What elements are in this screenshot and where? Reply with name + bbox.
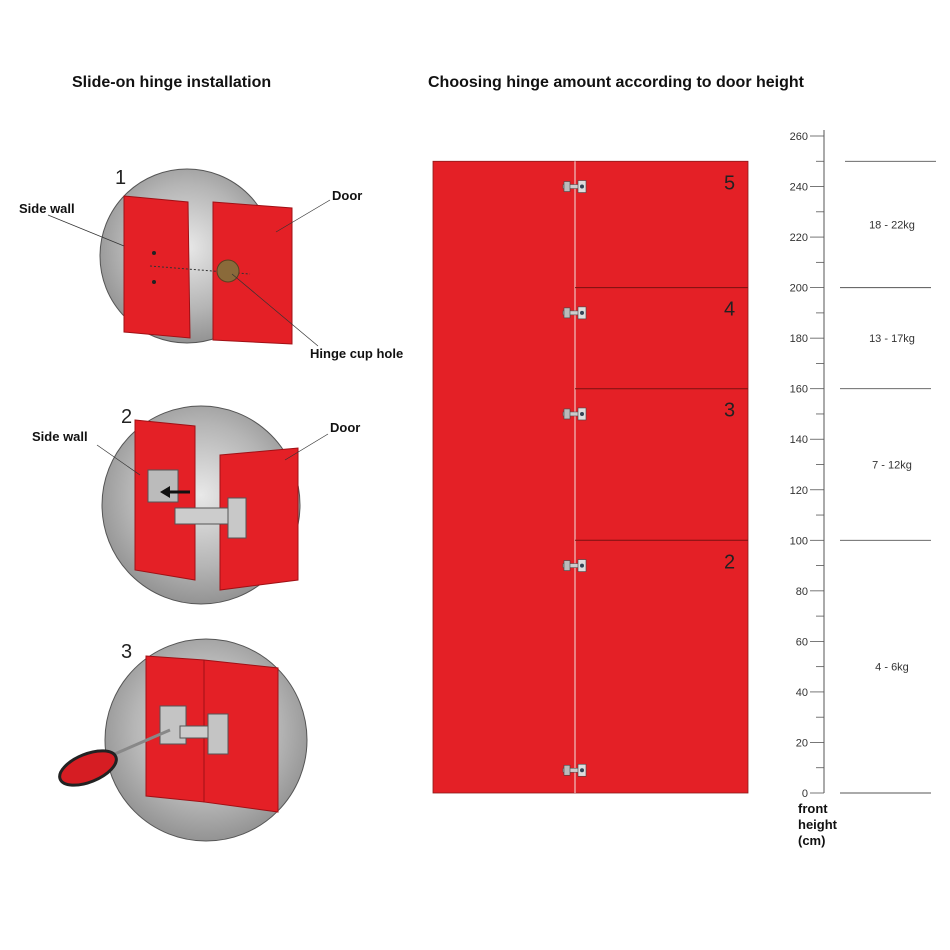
step-1-number: 1: [115, 167, 126, 189]
axis-label-line: (cm): [798, 833, 826, 848]
axis-label-line: height: [798, 817, 837, 832]
hinge-icon: [562, 407, 587, 421]
hinge-icon: [562, 763, 587, 777]
axis-label: front height (cm): [798, 801, 837, 849]
tick-label: 200: [790, 283, 808, 295]
tick-label: 40: [796, 687, 808, 699]
section-number: 5: [724, 172, 735, 194]
step-2-number: 2: [121, 406, 132, 428]
hinge-plate: [563, 560, 571, 571]
tick-label: 80: [796, 586, 808, 598]
tick-label: 60: [796, 636, 808, 648]
hinge-plate: [563, 181, 571, 192]
door-panel: [432, 160, 749, 794]
tick-label: 20: [796, 737, 808, 749]
section-number: 4: [724, 299, 735, 321]
step-1-illustration: 1 Side wall Door Hinge cup hole: [19, 167, 403, 361]
height-axis: 0 20 40 60 80 100 120 140 160 180 200 220 240 260 18 -…: [790, 130, 936, 800]
section-number: 2: [724, 551, 735, 573]
step-3-illustration: 3: [58, 638, 308, 842]
section-number: 3: [724, 400, 735, 422]
screwdriver-icon: [58, 749, 118, 787]
hinge-screw: [580, 768, 584, 773]
door-diagram: 5 4 3 2: [432, 160, 749, 794]
tick-label: 0: [802, 788, 808, 800]
weight-band-label: 7 - 12kg: [872, 460, 912, 472]
hinge-plate: [563, 307, 571, 319]
hinge-screw: [580, 411, 584, 416]
weight-band-label: 4 - 6kg: [875, 662, 909, 674]
hinge-plate: [563, 408, 571, 420]
tick-label: 240: [790, 182, 808, 194]
step-3-number: 3: [121, 641, 132, 663]
hinge-screw: [580, 310, 584, 315]
label-door-1: Door: [332, 188, 362, 203]
label-door-2: Door: [330, 420, 360, 435]
tick-label: 260: [790, 131, 808, 143]
hinge-screw: [580, 563, 584, 568]
weight-band-label: 13 - 17kg: [869, 333, 915, 345]
tick-label: 140: [790, 434, 808, 446]
tick-label: 180: [790, 333, 808, 345]
tick-label: 160: [790, 384, 808, 396]
hinge-icon: [562, 306, 587, 320]
right-title: Choosing hinge amount according to door …: [428, 74, 804, 91]
tick-label: 120: [790, 485, 808, 497]
label-side-wall-1: Side wall: [19, 201, 75, 216]
label-side-wall-2: Side wall: [32, 429, 88, 444]
hinge-plate: [563, 764, 571, 776]
step-2-illustration: 2 Side wall Door: [32, 405, 360, 605]
hinge-icon: [562, 180, 587, 193]
weight-band-label: 18 - 22kg: [869, 219, 915, 231]
hinge-screw: [580, 184, 584, 189]
axis-label-line: front: [798, 801, 828, 816]
left-title: Slide-on hinge installation: [72, 74, 272, 91]
tick-label: 220: [790, 232, 808, 244]
tick-label: 100: [790, 535, 808, 547]
hinge-icon: [562, 559, 587, 572]
label-hinge-cup-hole: Hinge cup hole: [310, 346, 403, 361]
